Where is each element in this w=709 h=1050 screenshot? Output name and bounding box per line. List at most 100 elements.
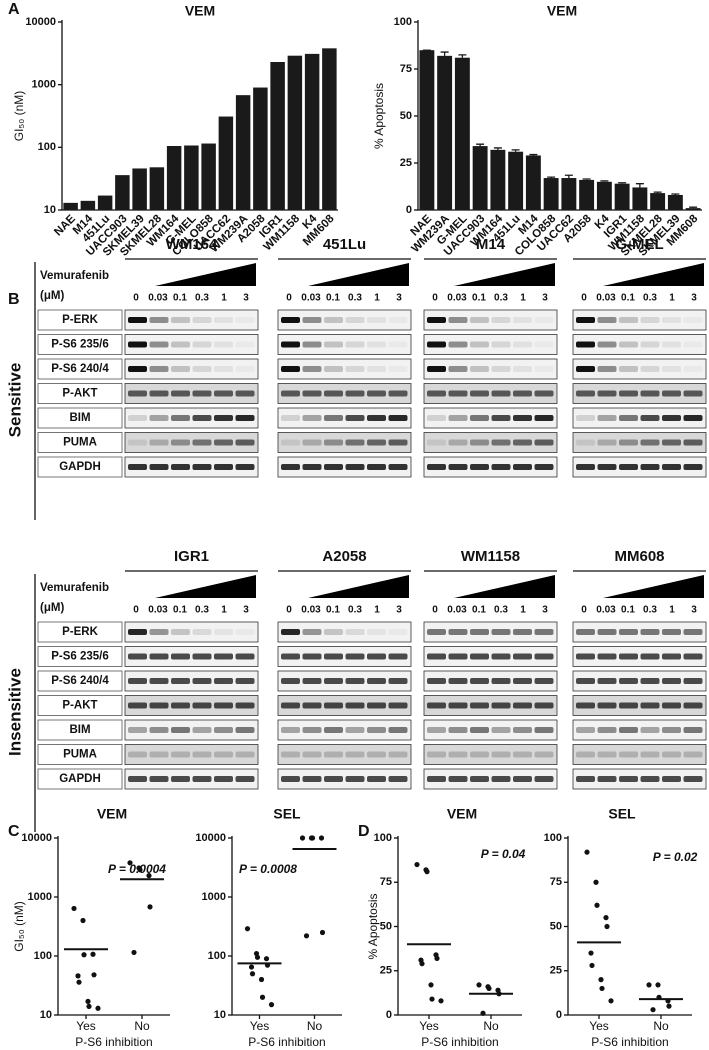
- dose-label: 0.03: [447, 605, 467, 616]
- y-tick-label: 100: [208, 950, 226, 962]
- band: [597, 366, 617, 372]
- band: [214, 776, 233, 782]
- cell-line: M14: [476, 236, 506, 253]
- unit-label: (μM): [40, 290, 64, 302]
- bar: [454, 57, 470, 210]
- blot: [124, 383, 259, 404]
- band: [324, 653, 343, 660]
- band: [281, 390, 300, 397]
- row-label: GAPDH: [59, 773, 101, 785]
- data-point: [655, 982, 661, 988]
- dose-label: 0.3: [643, 293, 657, 304]
- band: [214, 341, 233, 348]
- band: [324, 702, 343, 709]
- band: [662, 439, 681, 446]
- y-axis-label: % Apoptosis: [366, 893, 380, 959]
- band: [470, 629, 489, 635]
- band: [235, 629, 255, 635]
- band: [235, 464, 255, 470]
- y-tick-label: 100: [34, 950, 52, 962]
- dose-label: 0: [133, 293, 139, 304]
- band: [149, 776, 169, 782]
- unit-label: (μM): [40, 602, 64, 614]
- band: [491, 415, 511, 421]
- band: [683, 439, 703, 446]
- dose-label: 0: [133, 605, 139, 616]
- band: [214, 464, 233, 470]
- dose-label: 0.03: [596, 293, 616, 304]
- bar: [322, 48, 337, 211]
- blot: [124, 695, 259, 716]
- band: [576, 415, 595, 421]
- dose-wedge: [308, 263, 409, 286]
- x-tick-label: Yes: [76, 1019, 96, 1033]
- band: [662, 751, 681, 758]
- row-label-box: [37, 432, 123, 453]
- band: [128, 464, 147, 470]
- bar: [287, 55, 303, 210]
- dose-label: 0: [432, 293, 438, 304]
- band: [513, 317, 532, 323]
- band: [388, 439, 408, 446]
- dose-label: 0.3: [494, 605, 508, 616]
- band: [470, 439, 489, 446]
- band: [640, 390, 660, 397]
- cell-line: G-MEL: [615, 236, 663, 253]
- band: [619, 702, 638, 709]
- dose-label: 0.1: [621, 605, 635, 616]
- band: [448, 439, 468, 446]
- blot: [277, 670, 412, 692]
- band: [662, 390, 681, 397]
- band: [448, 415, 468, 421]
- blot: [277, 309, 412, 331]
- bar: [419, 50, 435, 211]
- band: [192, 415, 212, 421]
- band: [427, 653, 446, 660]
- dose-wedge: [603, 575, 704, 598]
- blot: [277, 407, 412, 429]
- band: [128, 653, 147, 660]
- band: [324, 439, 343, 446]
- band: [619, 390, 638, 397]
- dose-label: 0.1: [621, 293, 635, 304]
- band: [324, 464, 343, 470]
- data-point: [75, 973, 81, 979]
- data-point: [604, 923, 610, 930]
- band: [235, 366, 255, 372]
- band: [683, 727, 703, 733]
- band: [640, 317, 660, 323]
- band: [513, 341, 532, 348]
- band: [534, 341, 554, 348]
- band: [302, 464, 322, 470]
- band: [491, 776, 511, 782]
- x-tick-label: Yes: [589, 1019, 609, 1033]
- band: [324, 415, 343, 421]
- band: [235, 317, 255, 323]
- blot: [277, 695, 412, 716]
- blot: [277, 432, 412, 453]
- band: [214, 678, 233, 684]
- band: [534, 678, 554, 684]
- blot: [572, 621, 707, 643]
- data-point: [599, 985, 605, 992]
- band: [149, 727, 169, 733]
- band: [128, 439, 147, 446]
- bar: [253, 87, 268, 210]
- band: [192, 464, 212, 470]
- y-tick-label: 25: [380, 965, 392, 977]
- band: [597, 464, 617, 470]
- band: [513, 727, 532, 733]
- band: [662, 776, 681, 782]
- band: [448, 317, 468, 323]
- data-point: [248, 964, 255, 970]
- band: [576, 653, 595, 660]
- band: [324, 366, 343, 372]
- band: [149, 653, 169, 660]
- band: [619, 366, 638, 372]
- band: [513, 678, 532, 684]
- data-point: [91, 972, 97, 978]
- band: [388, 341, 408, 348]
- panel-label: C: [8, 823, 20, 840]
- band: [513, 751, 532, 758]
